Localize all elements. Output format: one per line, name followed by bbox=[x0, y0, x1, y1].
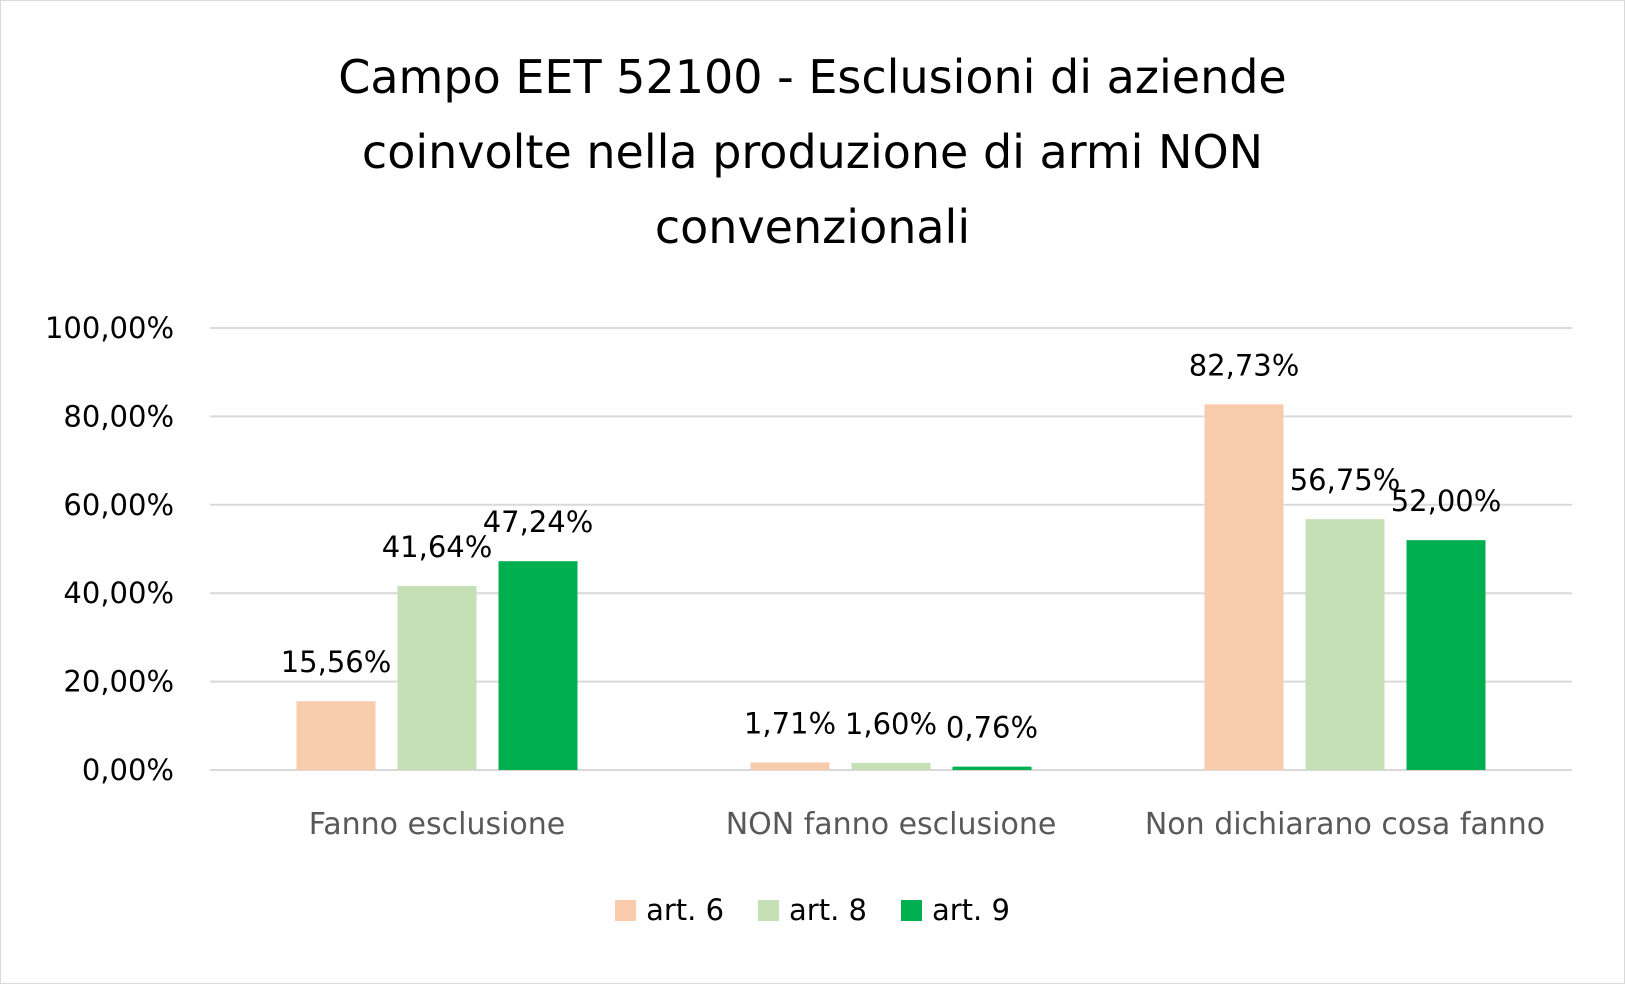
y-tick-label: 100,00% bbox=[45, 311, 174, 345]
data-label: 47,24% bbox=[483, 505, 594, 539]
data-labels: 15,56% 41,64%47,24% 1,71% 1,60% 0,76% 82,73% 5… bbox=[281, 348, 1502, 744]
data-label: 41,64% bbox=[382, 530, 493, 564]
legend-swatch bbox=[758, 899, 780, 921]
legend-label: art. 9 bbox=[931, 893, 1010, 927]
legend-label: art. 6 bbox=[646, 893, 725, 927]
chart-title-line-2: coinvolte nella produzione di armi NON bbox=[361, 125, 1264, 179]
y-tick-label: 60,00% bbox=[63, 488, 174, 522]
chart-title: Campo EET 52100 - Esclusioni di aziende … bbox=[120, 40, 1505, 265]
bar bbox=[1204, 404, 1284, 770]
legend-item-art-9: art. 9 bbox=[900, 893, 1010, 927]
data-label: 1,60% bbox=[845, 707, 937, 741]
legend: art. 6 art. 8 art. 9 bbox=[0, 893, 1625, 927]
bars bbox=[296, 404, 1486, 770]
y-axis: 0,00% 20,00% 40,00% 60,00% 80,00% 100,00% bbox=[45, 311, 174, 787]
bar bbox=[1406, 540, 1486, 770]
legend-swatch bbox=[900, 899, 922, 921]
chart-title-line-1: Campo EET 52100 - Esclusioni di aziende bbox=[338, 50, 1287, 104]
bar bbox=[952, 766, 1032, 770]
x-category-label: Fanno esclusione bbox=[309, 807, 566, 842]
legend-item-art-8: art. 8 bbox=[758, 893, 867, 927]
y-tick-label: 40,00% bbox=[63, 576, 174, 610]
data-label: 1,71% bbox=[744, 706, 836, 740]
bar bbox=[851, 762, 931, 770]
x-category-label: NON fanno esclusione bbox=[726, 807, 1057, 842]
bar bbox=[498, 561, 578, 770]
bar bbox=[750, 762, 830, 770]
x-axis: Fanno esclusione NON fanno esclusione Non … bbox=[309, 807, 1545, 842]
bar bbox=[397, 585, 477, 770]
legend-swatch bbox=[615, 899, 637, 921]
data-label: 56,75% bbox=[1290, 463, 1401, 497]
data-label: 0,76% bbox=[946, 711, 1038, 745]
x-category-label: Non dichiarano cosa fanno bbox=[1145, 807, 1545, 842]
bar bbox=[1305, 519, 1385, 770]
legend-label: art. 8 bbox=[789, 893, 867, 927]
y-tick-label: 0,00% bbox=[82, 753, 174, 787]
chart-title-line-3: convenzionali bbox=[654, 200, 971, 254]
legend-item-art-6: art. 6 bbox=[615, 893, 724, 927]
data-label: 82,73% bbox=[1189, 348, 1300, 382]
y-tick-label: 20,00% bbox=[63, 665, 174, 699]
bar bbox=[296, 701, 376, 770]
data-label: 52,00% bbox=[1391, 484, 1502, 518]
y-tick-label: 80,00% bbox=[63, 399, 174, 433]
data-label: 15,56% bbox=[281, 645, 392, 679]
